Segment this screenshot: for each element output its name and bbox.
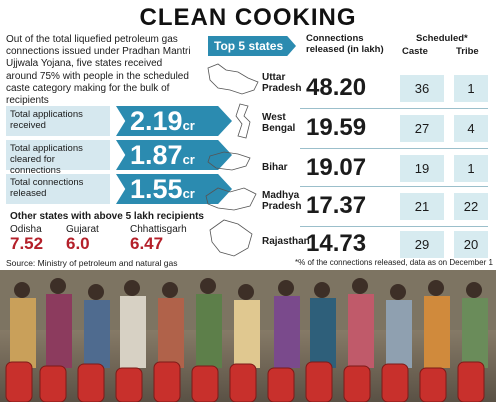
state-name: Bihar [262,162,288,173]
table-row: Uttar Pradesh 48.20 36 1 [262,72,488,108]
other-state-name: Gujarat [66,224,99,235]
stat-unit: cr [182,118,195,133]
tribe-value: 22 [454,193,488,220]
connections-value: 19.07 [306,154,367,181]
connections-value: 14.73 [306,230,367,257]
page-title: CLEAN COOKING [139,4,357,31]
table-row: West Bengal 19.59 27 4 [262,112,488,148]
tribe-value: 1 [454,75,488,102]
table-row: Bihar 19.07 19 1 [262,152,488,188]
other-state-value: 7.52 [10,234,44,253]
bihar-map-icon [207,151,251,171]
other-state-value: 6.0 [66,234,90,253]
col-header-connections: Connections released (in lakh) [306,33,384,55]
caste-value: 21 [400,193,444,220]
state-name: West Bengal [262,112,296,134]
other-state-gujarat: Gujarat 6.0 [66,224,99,253]
row-divider [300,108,488,109]
caste-value: 19 [400,155,444,182]
state-name: Rajasthan [262,236,310,247]
row-divider [300,186,488,187]
state-name: Uttar Pradesh [262,72,302,94]
west-bengal-map-icon [235,103,251,139]
source-note: Source: Ministry of petroleum and natura… [6,258,178,268]
tribe-value: 20 [454,231,488,258]
state-name: Madhya Pradesh [262,190,302,212]
state-maps [205,63,259,257]
row-divider [300,148,488,149]
stat-connections-released: Total connections released 1.55cr [6,174,232,204]
caste-value: 36 [400,75,444,102]
other-state-odisha: Odisha 7.52 [10,224,43,253]
stat-value: 1.55cr [116,174,232,204]
stat-number: 1.87 [130,140,183,170]
col-header-tribe: Tribe [456,46,479,57]
table-row: Madhya Pradesh 17.37 21 22 [262,190,488,226]
stat-value: 2.19cr [116,106,232,136]
stat-number: 2.19 [130,106,183,136]
lpg-recipients-photo [0,270,496,402]
top5-banner: Top 5 states [208,36,296,56]
stat-unit: cr [182,152,195,167]
uttar-pradesh-map-icon [207,63,259,95]
stat-label: Total applications received [6,106,110,136]
photo-illustration [0,270,496,402]
caste-value: 27 [400,115,444,142]
rajasthan-map-icon [209,219,253,257]
madhya-pradesh-map-icon [205,187,257,211]
connections-value: 48.20 [306,74,367,101]
col-header-scheduled: Scheduled* [416,33,468,44]
stat-unit: cr [182,186,195,201]
other-state-chhattisgarh: Chhattisgarh 6.47 [130,224,187,253]
connections-value: 17.37 [306,192,367,219]
other-state-value: 6.47 [130,234,164,253]
caste-value: 29 [400,231,444,258]
other-state-name: Odisha [10,224,42,235]
other-state-name: Chhattisgarh [130,224,187,235]
tribe-value: 1 [454,155,488,182]
stat-label: Total connections released [6,174,110,204]
tribe-value: 4 [454,115,488,142]
footnote: *% of the connections released, data as … [295,258,493,267]
row-divider [300,226,488,227]
other-states-title: Other states with above 5 lakh recipient… [10,211,204,222]
stat-label: Total applications cleared for connectio… [6,140,110,176]
intro-text: Out of the total liquefied petroleum gas… [6,34,191,107]
table-row: Rajasthan 14.73 29 20 [262,228,488,264]
stat-number: 1.55 [130,174,183,204]
connections-value: 19.59 [306,114,367,141]
stat-applications-cleared: Total applications cleared for connectio… [6,140,232,176]
col-header-caste: Caste [402,46,428,57]
stat-applications-received: Total applications received 2.19cr [6,106,232,136]
